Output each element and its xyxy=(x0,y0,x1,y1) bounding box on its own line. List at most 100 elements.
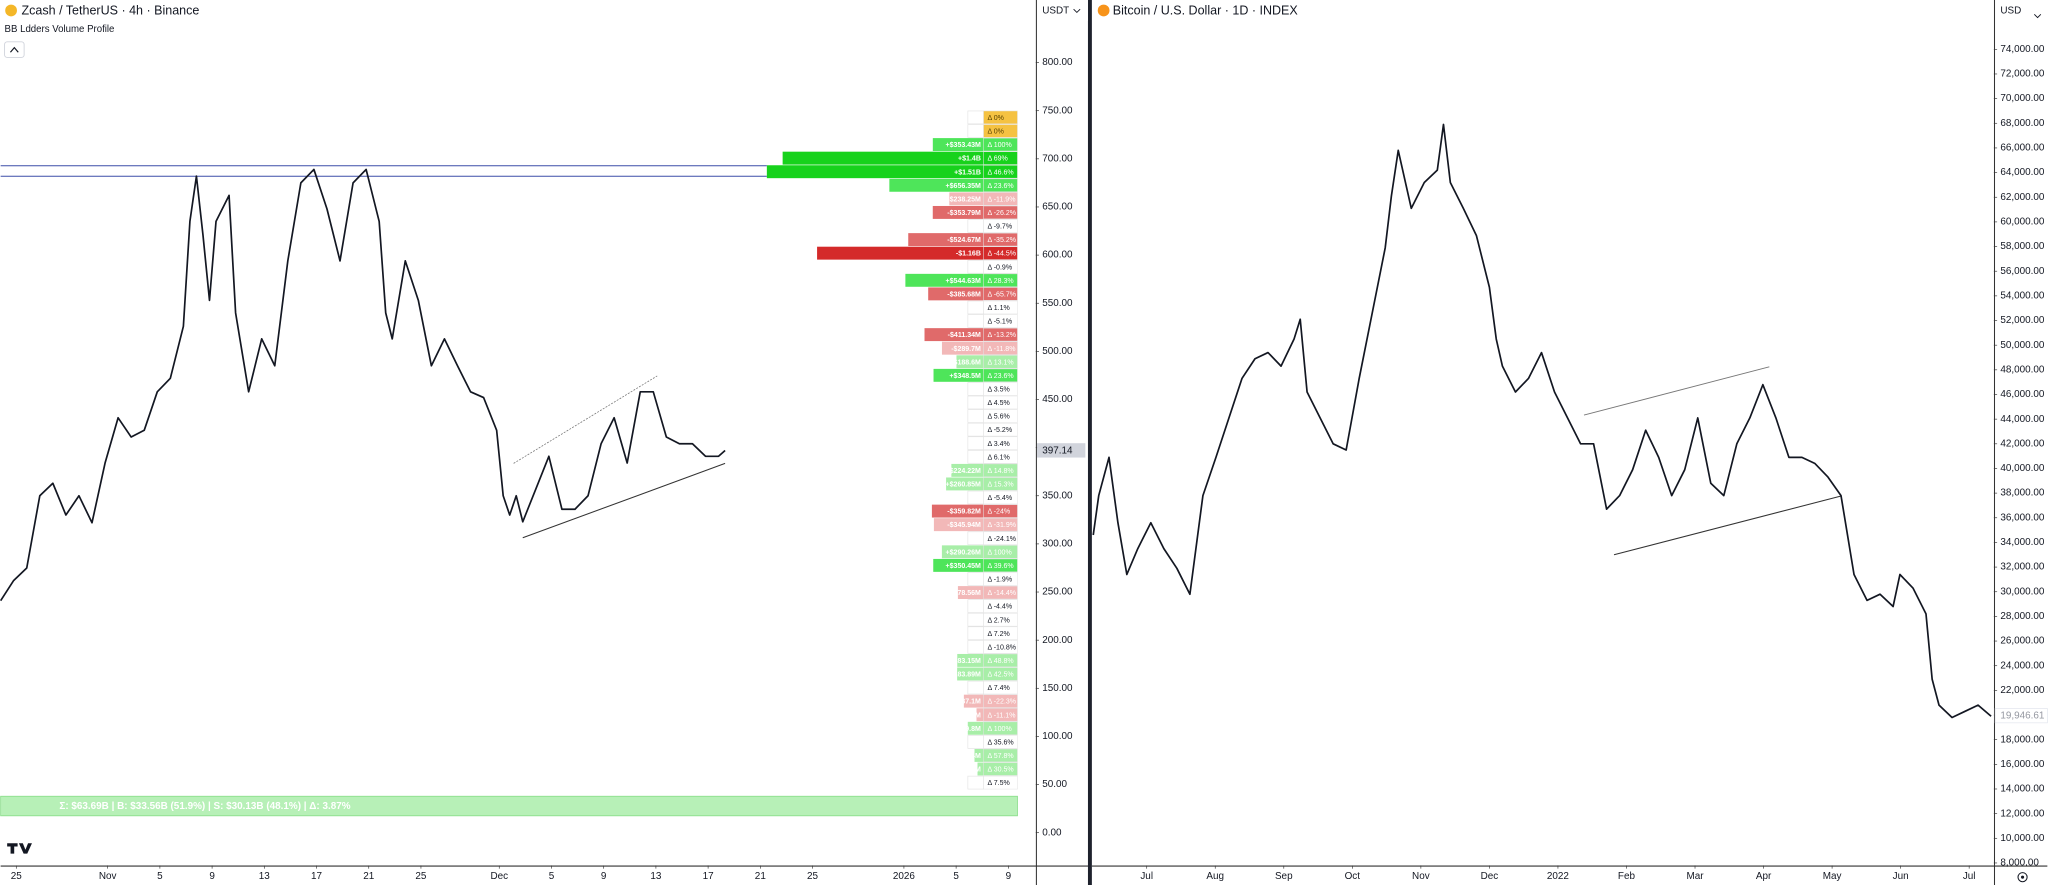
y-tick-label: 12,000.00 xyxy=(2000,808,2045,819)
delta-cell xyxy=(983,762,1018,776)
y-tick-label: 10,000.00 xyxy=(2000,833,2045,844)
delta-cell xyxy=(983,327,1018,342)
volume-bar xyxy=(766,165,984,179)
currency-label: USDT xyxy=(1042,6,1069,17)
y-tick-label: 700.00 xyxy=(1042,153,1073,164)
volume-label: +$656.35M xyxy=(946,183,982,190)
volume-bar xyxy=(946,477,984,491)
volume-label: +$109.8M xyxy=(949,726,981,733)
y-tick-label: 34,000.00 xyxy=(2000,537,2045,548)
delta-cell xyxy=(983,260,1018,274)
x-tick-label: 21 xyxy=(363,871,375,882)
delta-cell xyxy=(983,219,1018,233)
delta-label: Δ -4.4% xyxy=(987,604,1012,611)
volume-bar xyxy=(933,518,984,532)
y-tick-label: 32,000.00 xyxy=(2000,562,2045,573)
y-tick-label: 28,000.00 xyxy=(2000,611,2045,622)
delta-label: Δ -5.1% xyxy=(987,319,1012,326)
delta-cell xyxy=(983,640,1018,654)
y-tick-label: 18,000.00 xyxy=(2000,734,2045,745)
x-tick-label: 5 xyxy=(157,871,163,882)
summary-bar xyxy=(0,795,1018,817)
y-tick-label: 52,000.00 xyxy=(2000,315,2045,326)
delta-label: Δ 7.2% xyxy=(987,631,1009,638)
y-tick-label: 46,000.00 xyxy=(2000,389,2045,400)
delta-label: Δ -14.4% xyxy=(987,590,1016,597)
y-tick-label: 30,000.00 xyxy=(2000,586,2045,597)
currency-button[interactable] xyxy=(1037,0,1088,21)
volume-label: +$62.94M xyxy=(949,753,981,760)
delta-label: Δ 3.4% xyxy=(987,441,1009,448)
volume-bar xyxy=(889,178,984,192)
delta-cell xyxy=(983,341,1018,355)
volume-bar xyxy=(933,558,984,572)
volume-bar xyxy=(949,192,984,206)
delta-label: Δ 2.7% xyxy=(987,617,1009,624)
x-tick-label: 5 xyxy=(549,871,555,882)
delta-cell xyxy=(983,477,1018,491)
x-tick-label: 5 xyxy=(953,871,959,882)
dropdown-icon xyxy=(1073,8,1081,14)
volume-bar xyxy=(941,545,984,559)
x-tick-label: Oct xyxy=(1345,871,1361,882)
y-tick-label: 48,000.00 xyxy=(2000,364,2045,375)
delta-label: Δ 0% xyxy=(987,129,1003,136)
y-tick-label: 600.00 xyxy=(1042,250,1073,261)
delta-cell xyxy=(983,504,1018,518)
volume-bar xyxy=(956,355,984,369)
delta-cell xyxy=(983,680,1018,695)
x-tick-label: Dec xyxy=(1481,871,1499,882)
chart-title: Bitcoin / U.S. Dollar · 1D · INDEX xyxy=(1113,3,1299,17)
y-tick-label: 72,000.00 xyxy=(2000,69,2045,80)
delta-cell xyxy=(983,775,1018,790)
delta-cell xyxy=(983,232,1018,247)
x-tick-label: 21 xyxy=(755,871,767,882)
volume-bar xyxy=(782,151,984,165)
volume-label: +$544.63M xyxy=(946,278,982,285)
x-tick-label: Jul xyxy=(1140,871,1153,882)
settings-icon[interactable] xyxy=(2017,872,2028,883)
volume-label: +$348.5M xyxy=(949,373,981,380)
y-tick-label: 64,000.00 xyxy=(2000,167,2045,178)
delta-cell xyxy=(983,545,1018,559)
delta-label: Δ 57.8% xyxy=(987,753,1013,760)
x-tick-label: 9 xyxy=(601,871,607,882)
volume-bar xyxy=(957,653,984,667)
x-tick-label: Dec xyxy=(490,871,508,882)
y-tick-label: 66,000.00 xyxy=(2000,143,2045,154)
y-tick-label: 50,000.00 xyxy=(2000,340,2045,351)
y-tick-label: 8,000.00 xyxy=(2000,858,2039,869)
y-tick-label: 0.00 xyxy=(1042,827,1062,838)
delta-label: Δ 4.5% xyxy=(987,400,1009,407)
delta-label: Δ 46.6% xyxy=(987,169,1013,176)
x-tick-label: May xyxy=(1823,871,1842,882)
symbol-icon xyxy=(1097,4,1110,17)
delta-cell xyxy=(983,355,1018,369)
last-price-label: 397.14 xyxy=(1042,445,1073,456)
y-tick-label: 38,000.00 xyxy=(2000,488,2045,499)
delta-cell xyxy=(983,314,1018,328)
delta-cell xyxy=(983,572,1018,586)
delta-label: Δ 48.8% xyxy=(987,658,1013,665)
x-tick-label: Nov xyxy=(99,871,117,882)
volume-bar xyxy=(957,586,984,600)
delta-cell xyxy=(983,124,1018,138)
pane-separator xyxy=(1087,0,1092,885)
last-price-tag xyxy=(1994,708,2048,724)
trendline xyxy=(1583,366,1770,416)
currency-label: USD xyxy=(2000,6,2021,17)
volume-label: +$1.4B xyxy=(958,156,981,163)
delta-label: Δ 39.6% xyxy=(987,563,1013,570)
x-tick-label: Jun xyxy=(1893,871,1909,882)
volume-bar xyxy=(931,504,984,518)
delta-cell xyxy=(983,517,1018,532)
collapse-button[interactable] xyxy=(4,41,25,58)
x-tick-label: Aug xyxy=(1206,871,1224,882)
delta-cell xyxy=(983,205,1018,220)
volume-bar xyxy=(957,667,984,681)
delta-label: Δ -11.8% xyxy=(987,346,1015,353)
settings-icon-dot xyxy=(2020,875,2025,879)
trendline xyxy=(522,462,726,539)
delta-cell xyxy=(983,273,1018,288)
